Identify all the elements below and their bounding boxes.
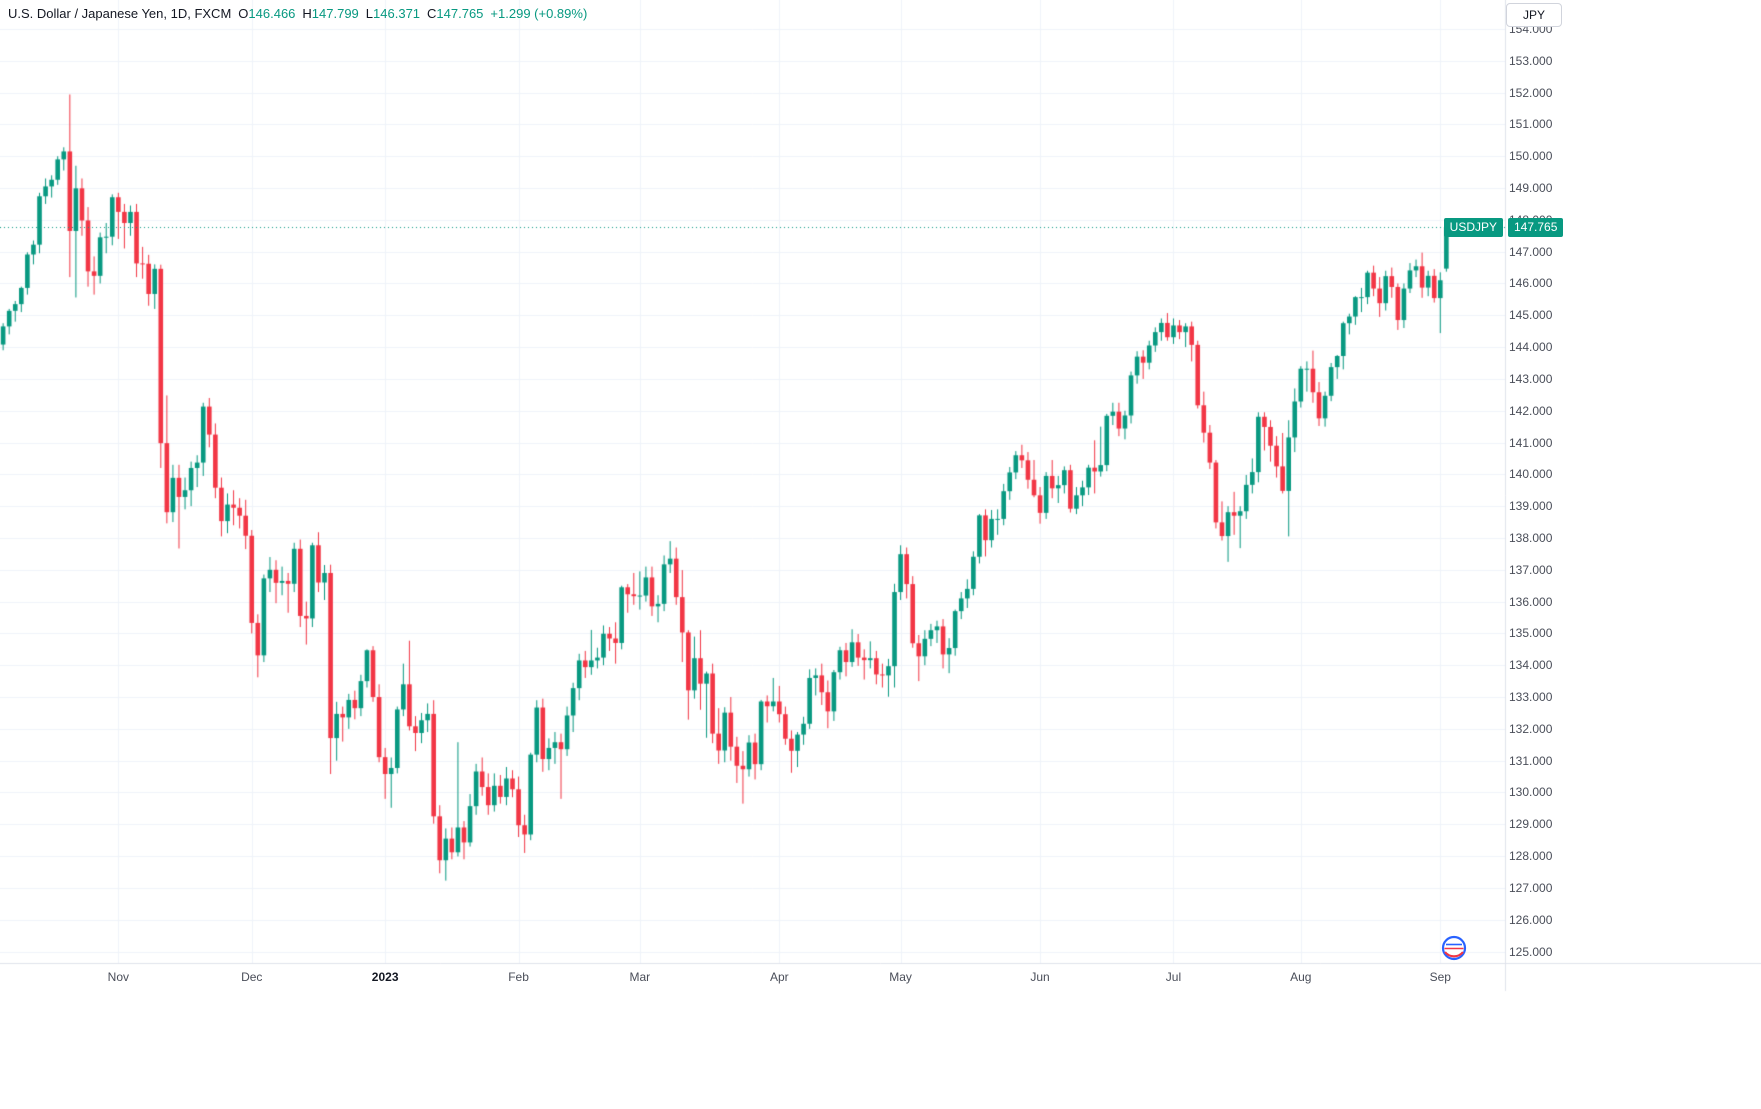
currency-unit-button[interactable]: JPY bbox=[1506, 3, 1562, 27]
price-axis-label: 142.000 bbox=[1509, 403, 1553, 418]
ohlc-close: C147.765 bbox=[427, 6, 484, 21]
last-price-badge: 147.765 bbox=[1508, 217, 1564, 237]
price-axis-label: 125.000 bbox=[1509, 944, 1553, 959]
ohlc-high: H147.799 bbox=[302, 6, 359, 21]
symbol-description[interactable]: U.S. Dollar / Japanese Yen, 1D, FXCM bbox=[8, 6, 232, 21]
time-axis-label: Feb bbox=[508, 970, 529, 984]
time-axis-label: Dec bbox=[241, 970, 263, 984]
price-axis-label: 128.000 bbox=[1509, 849, 1553, 864]
price-axis-label: 136.000 bbox=[1509, 594, 1553, 609]
time-axis-label: May bbox=[889, 970, 912, 984]
time-axis[interactable]: Nov Dec 2023 Feb Mar Apr May Jun Jul Aug Sep bbox=[0, 963, 1761, 991]
price-axis-label: 143.000 bbox=[1509, 371, 1553, 386]
price-axis-label: 138.000 bbox=[1509, 530, 1553, 545]
price-axis-label: 144.000 bbox=[1509, 340, 1553, 355]
price-axis-label: 151.000 bbox=[1509, 117, 1553, 132]
price-axis[interactable]: 154.000 153.000 152.000 151.000 150.000 149.0… bbox=[1505, 0, 1761, 963]
time-axis-label: Apr bbox=[769, 970, 789, 984]
time-axis-label: Mar bbox=[629, 970, 651, 984]
ohlc-low: L146.371 bbox=[365, 6, 421, 21]
price-axis-label: 130.000 bbox=[1509, 785, 1553, 800]
price-axis-label: 126.000 bbox=[1509, 912, 1553, 927]
price-axis-label: 131.000 bbox=[1509, 753, 1553, 768]
price-axis-label: 137.000 bbox=[1509, 562, 1553, 577]
price-axis-label: 135.000 bbox=[1509, 626, 1553, 641]
time-axis-label: Jun bbox=[1030, 970, 1050, 984]
price-axis-label: 129.000 bbox=[1509, 817, 1553, 832]
price-axis-label: 133.000 bbox=[1509, 690, 1553, 705]
chart-legend: U.S. Dollar / Japanese Yen, 1D, FXCM O14… bbox=[8, 6, 587, 21]
time-axis-label: Nov bbox=[107, 970, 130, 984]
price-axis-label: 150.000 bbox=[1509, 149, 1553, 164]
price-axis-label: 153.000 bbox=[1509, 53, 1553, 68]
tradingview-logo-icon bbox=[1441, 935, 1467, 961]
price-axis-label: 127.000 bbox=[1509, 880, 1553, 895]
price-axis-label: 140.000 bbox=[1509, 467, 1553, 482]
price-change: +1.299 (+0.89%) bbox=[490, 6, 588, 21]
price-axis-label: 132.000 bbox=[1509, 721, 1553, 736]
price-axis-label: 134.000 bbox=[1509, 658, 1553, 673]
time-axis-label: 2023 bbox=[371, 970, 399, 984]
price-axis-label: 152.000 bbox=[1509, 85, 1553, 100]
time-axis-label: Sep bbox=[1429, 970, 1451, 984]
time-axis-label: Jul bbox=[1165, 970, 1182, 984]
price-axis-label: 139.000 bbox=[1509, 499, 1553, 514]
price-axis-label: 149.000 bbox=[1509, 181, 1553, 196]
price-axis-label: 141.000 bbox=[1509, 435, 1553, 450]
ohlc-open: O146.466 bbox=[238, 6, 296, 21]
tradingview-logo[interactable] bbox=[1440, 934, 1468, 962]
price-axis-label: 146.000 bbox=[1509, 276, 1553, 291]
price-axis-label: 147.000 bbox=[1509, 244, 1553, 259]
last-price-symbol-badge: USDJPY bbox=[1443, 217, 1503, 237]
time-axis-label: Aug bbox=[1290, 970, 1312, 984]
price-axis-label: 145.000 bbox=[1509, 308, 1553, 323]
